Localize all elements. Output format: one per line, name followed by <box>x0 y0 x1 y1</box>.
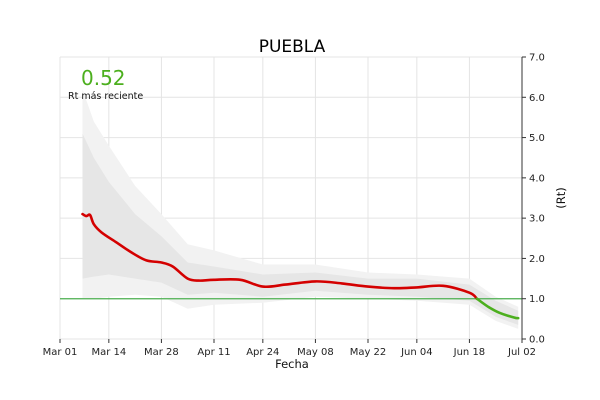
y-tick-label: 4.0 <box>529 173 545 184</box>
y-axis-label: (Rt) <box>554 187 568 208</box>
chart-title: PUEBLA <box>259 37 326 57</box>
x-tick-label: May 22 <box>350 347 387 358</box>
x-tick-label: Mar 28 <box>144 347 179 358</box>
x-tick-label: Mar 01 <box>43 347 78 358</box>
confidence-bands <box>82 89 519 329</box>
latest-rt-value: 0.52 <box>81 66 126 90</box>
y-tick-label: 1.0 <box>529 294 545 305</box>
x-axis: Mar 01 Mar 14 Mar 28 Apr 11 Apr 24 May 08 May … <box>43 339 536 358</box>
x-tick-label: Jun 04 <box>400 347 433 358</box>
y-tick-label: 6.0 <box>529 93 545 104</box>
x-axis-label: Fecha <box>275 357 309 371</box>
latest-rt-caption: Rt más reciente <box>68 91 143 102</box>
rt-series <box>81 212 520 320</box>
x-tick-label: Apr 24 <box>246 347 279 358</box>
y-tick-label: 0.0 <box>529 335 545 346</box>
rt-line-segment-1 <box>81 212 479 300</box>
y-tick-label: 5.0 <box>529 133 545 144</box>
x-tick-label: Jun 18 <box>453 347 486 358</box>
y-tick-label: 7.0 <box>529 53 545 64</box>
x-tick-label: May 08 <box>297 347 334 358</box>
x-tick-label: Apr 11 <box>197 347 230 358</box>
rt-line-segment-2 <box>475 297 520 320</box>
y-tick-label: 2.0 <box>529 254 545 265</box>
y-axis: 0.0 1.0 2.0 3.0 4.0 5.0 6.0 7.0 <box>521 53 545 346</box>
x-tick-label: Mar 14 <box>91 347 126 358</box>
ci-band-inner <box>82 133 519 325</box>
x-tick-label: Jul 02 <box>507 347 536 358</box>
y-tick-label: 3.0 <box>529 214 545 225</box>
